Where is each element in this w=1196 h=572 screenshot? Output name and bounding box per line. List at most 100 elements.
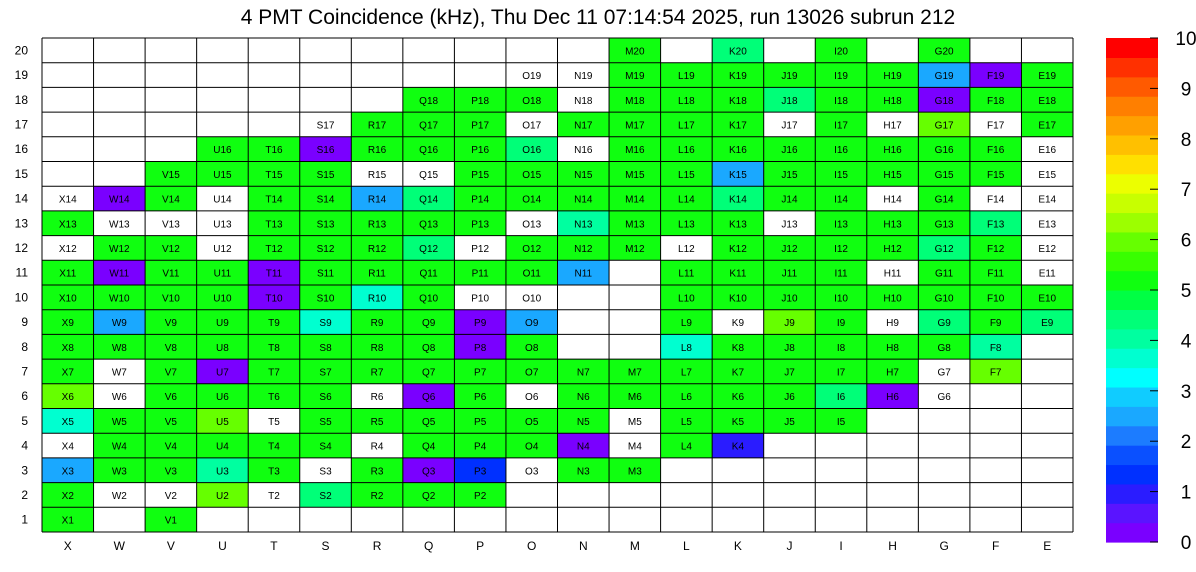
heatmap-cell-P2: P2 <box>454 482 506 508</box>
cell-fill <box>712 433 764 458</box>
cell-fill <box>609 457 661 483</box>
heatmap-cell-L16: L16 <box>660 136 713 162</box>
heatmap-cell-P12: P12 <box>471 244 489 255</box>
cell-fill <box>969 235 1022 261</box>
cell-fill <box>712 161 764 187</box>
cell-fill <box>918 235 970 261</box>
heatmap-cell-I15: I15 <box>815 161 867 187</box>
y-tick-label: 6 <box>21 389 28 403</box>
cell-fill <box>93 457 146 483</box>
cell-fill <box>196 260 249 285</box>
color-scale: 0 1 2 3 4 5 6 7 8 9 10 <box>1106 29 1196 554</box>
cell-label: E10 <box>1038 293 1056 304</box>
heatmap-cell-V4: V4 <box>145 433 197 458</box>
heatmap-cell-K12: K12 <box>712 235 764 261</box>
cell-label: N4 <box>577 442 590 453</box>
cell-label: F17 <box>987 120 1005 131</box>
heatmap-cell-L5: L5 <box>660 408 713 434</box>
color-scale-band <box>1106 367 1158 388</box>
heatmap-cell-P8: P8 <box>454 334 506 360</box>
cell-label: E13 <box>1038 219 1056 230</box>
heatmap-cell-P14: P14 <box>454 186 506 211</box>
cell-label: E18 <box>1038 96 1056 107</box>
cell-fill <box>299 383 352 409</box>
heatmap-cell-Q9: Q9 <box>402 309 455 335</box>
cell-label: P17 <box>471 120 489 131</box>
cell-label: W6 <box>112 392 127 403</box>
heatmap-cell-P3: P3 <box>454 457 506 483</box>
cell-label: O3 <box>525 466 539 477</box>
cell-label: R4 <box>371 442 384 453</box>
cell-label: S16 <box>317 145 335 156</box>
cell-label: N14 <box>574 195 593 206</box>
heatmap-cell-F12: F12 <box>969 235 1022 261</box>
heatmap-cell-M13: M13 <box>609 210 661 236</box>
heatmap-cell-M15: M15 <box>609 161 661 187</box>
cell-fill <box>609 62 661 88</box>
x-tick-label: T <box>270 539 278 553</box>
heatmap-cell-L17: L17 <box>660 112 713 137</box>
cell-label: V10 <box>162 293 180 304</box>
cell-label: P9 <box>474 318 487 329</box>
cell-label: U8 <box>216 343 229 354</box>
heatmap-cell-W6: W6 <box>112 392 127 403</box>
heatmap-cell-P7: P7 <box>454 359 506 384</box>
heatmap-cell-I12: I12 <box>815 235 867 261</box>
cell-fill <box>866 87 919 113</box>
cell-label: J17 <box>781 120 798 131</box>
cell-label: X8 <box>62 343 75 354</box>
cell-label: O14 <box>522 195 541 206</box>
heatmap-cell-F16: F16 <box>969 136 1022 162</box>
cell-fill <box>763 359 816 384</box>
cell-fill <box>93 433 146 458</box>
cell-label: M18 <box>625 96 645 107</box>
cell-fill <box>299 433 352 458</box>
cell-label: G10 <box>935 293 954 304</box>
cell-fill <box>248 457 300 483</box>
color-scale-label: 3 <box>1181 382 1192 403</box>
heatmap-cell-X9: X9 <box>42 309 94 335</box>
color-scale-band <box>1106 445 1158 466</box>
cell-fill <box>918 112 970 137</box>
cell-fill <box>660 210 713 236</box>
cell-label: G6 <box>937 392 951 403</box>
cell-label: U10 <box>213 293 232 304</box>
cell-fill <box>196 161 249 187</box>
heatmap-cell-J9: J9 <box>763 309 816 335</box>
cell-label: E12 <box>1038 244 1056 255</box>
cell-fill <box>42 210 94 236</box>
cell-fill <box>248 285 300 310</box>
cell-fill <box>712 408 764 434</box>
cell-fill <box>815 285 867 310</box>
heatmap-cell-M7: M7 <box>609 359 661 384</box>
heatmap-cell-V15: V15 <box>145 161 197 187</box>
heatmap-cell-G12: G12 <box>918 235 970 261</box>
cell-fill <box>660 285 713 310</box>
cell-fill <box>196 136 249 162</box>
heatmap-cell-K17: K17 <box>712 112 764 137</box>
cell-fill <box>402 186 455 211</box>
color-scale-band <box>1106 76 1158 97</box>
heatmap-cell-G14: G14 <box>918 186 970 211</box>
cell-fill <box>196 383 249 409</box>
cell-fill <box>763 161 816 187</box>
heatmap-cell-Q13: Q13 <box>402 210 455 236</box>
y-tick-label: 14 <box>15 192 29 206</box>
cell-fill <box>815 136 867 162</box>
cell-label: K8 <box>732 343 745 354</box>
cell-fill <box>969 309 1022 335</box>
color-scale-band <box>1106 38 1158 58</box>
heatmap-cell-V13: V13 <box>162 219 180 230</box>
cell-label: V4 <box>165 442 178 453</box>
heatmap-cell-W5: W5 <box>93 408 146 434</box>
cell-label: N15 <box>574 170 593 181</box>
cell-fill <box>660 408 713 434</box>
cell-label: W4 <box>112 442 127 453</box>
cell-fill <box>505 186 558 211</box>
cell-fill <box>918 309 970 335</box>
cell-fill <box>660 186 713 211</box>
heatmap-cell-H8: H8 <box>866 334 919 360</box>
cell-label: T5 <box>268 417 280 428</box>
cell-label: I17 <box>834 120 848 131</box>
heatmap-cell-J14: J14 <box>763 186 816 211</box>
